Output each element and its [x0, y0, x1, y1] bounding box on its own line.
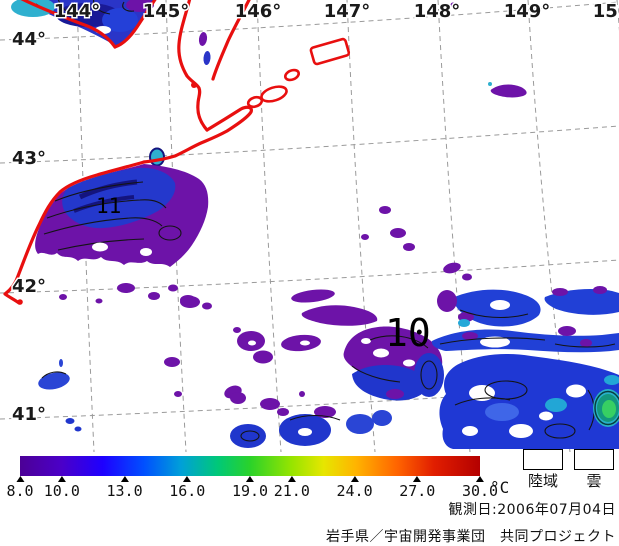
sst-patch-south-main — [343, 326, 444, 401]
colorbar-tick: 16.0 — [169, 476, 205, 500]
lat-label-41: 41° — [12, 404, 46, 425]
lon-label-150: 150° — [593, 1, 619, 22]
cape-erimo-dot — [17, 299, 23, 305]
lon-label-146: 146° — [235, 1, 282, 22]
lon-label-144: 144° — [54, 1, 101, 22]
legend-land-box — [523, 449, 563, 470]
latitude-labels: 44° 43° 42° 41° — [11, 28, 48, 427]
tick-marker-icon — [183, 476, 192, 482]
legend-land-label: 陸域 — [527, 472, 558, 490]
island-small-2 — [260, 85, 288, 103]
sst-patch-kunashiri-strait — [198, 32, 211, 65]
colorbar-tick: 27.0 — [399, 476, 435, 500]
colorbar-tick: 8.0 — [6, 476, 34, 500]
tick-label: 8.0 — [6, 482, 34, 500]
tick-label: 16.0 — [169, 482, 206, 500]
sst-patch-bottomleft — [38, 359, 82, 432]
lon-label-145: 145° — [143, 1, 190, 22]
lon-label-148: 148° — [414, 1, 461, 22]
lat-label-44: 44° — [12, 29, 46, 50]
credit-text: 岩手県／宇宙開発事業団 共同プロジェクト — [326, 529, 616, 545]
tick-label: 10.0 — [43, 482, 80, 500]
warm-eddy — [593, 389, 619, 427]
temperature-colorbar — [20, 456, 480, 476]
lat-label-43: 43° — [12, 148, 46, 169]
sst-patch-southeast — [431, 286, 619, 449]
sst-patch-okhotsk — [11, 0, 156, 46]
colorbar-ticks: 8.0 10.0 13.0 16.0 19.0 21.0 24.0 27.0 3… — [6, 476, 498, 500]
colorbar-tick: 21.0 — [274, 476, 310, 500]
tick-label: 24.0 — [336, 482, 373, 500]
sst-patch-kushiro-offshore — [35, 147, 212, 310]
tick-label: 13.0 — [106, 482, 143, 500]
sst-patch-topright-streak — [450, 2, 527, 98]
legend-cloud-label: 雲 — [586, 472, 602, 490]
lon-label-147: 147° — [324, 1, 371, 22]
tick-marker-icon — [350, 476, 359, 482]
colorbar-tick: 24.0 — [336, 476, 373, 500]
tick-marker-icon — [476, 476, 484, 482]
tick-label: 27.0 — [399, 482, 436, 500]
colorbar-tick: 30.0 — [462, 476, 498, 500]
island-small-3 — [246, 95, 264, 109]
legend-cloud-box — [574, 449, 614, 470]
coastline-islands — [246, 37, 351, 109]
observation-date: 観測日:2006年07月04日 — [448, 502, 616, 518]
contour-label-11: 11 — [96, 194, 121, 218]
island-small-1 — [283, 68, 301, 82]
colorbar-unit: °C — [490, 478, 510, 497]
sst-map: 144° 145° 146° 147° 148° 149° 150° 44° 4… — [0, 0, 619, 452]
tick-label: 30.0 — [461, 482, 499, 500]
tick-marker-icon — [57, 476, 66, 482]
island-shikotan — [309, 37, 351, 66]
tick-marker-icon — [120, 476, 129, 482]
longitude-labels: 144° 145° 146° 147° 148° 149° 150° — [52, 0, 619, 24]
tick-marker-icon — [413, 476, 422, 482]
tick-label: 19.0 — [231, 482, 269, 500]
tick-marker-icon — [287, 476, 296, 482]
lat-label-42: 42° — [12, 276, 46, 297]
colorbar-tick: 19.0 — [232, 476, 268, 500]
lon-label-149: 149° — [504, 1, 551, 22]
contour-label-10: 10 — [385, 311, 431, 355]
sst-patch-bottom-band — [230, 389, 404, 448]
colorbar-tick: 10.0 — [44, 476, 80, 500]
coastline-hokkaido — [3, 0, 253, 305]
colorbar-tick: 13.0 — [106, 476, 143, 500]
tick-marker-icon — [16, 476, 24, 482]
sst-patch-midband-scatter — [164, 206, 472, 399]
tick-label: 21.0 — [273, 482, 310, 500]
cape-dot — [191, 82, 197, 88]
tick-marker-icon — [246, 476, 254, 482]
